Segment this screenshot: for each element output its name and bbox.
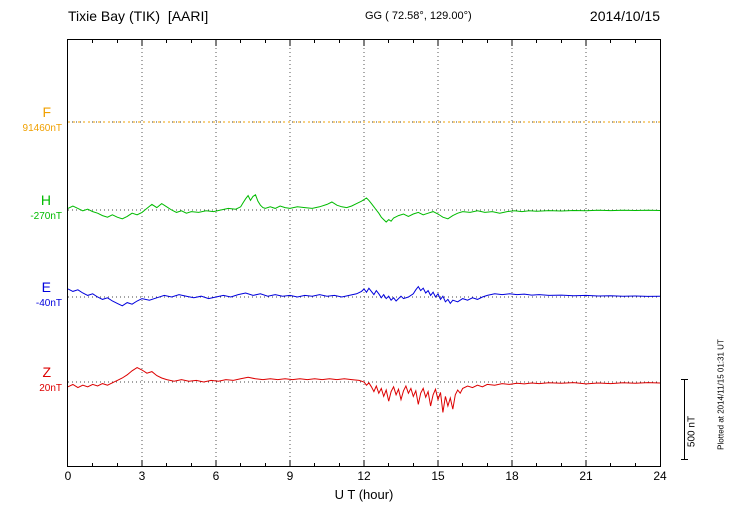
x-tick-label-12: 12 bbox=[357, 469, 371, 483]
scale-bar-label: 500 nT bbox=[686, 415, 698, 448]
series-letter-H: H bbox=[40, 192, 51, 208]
scale-bar-cap-top bbox=[681, 379, 688, 380]
trace-Z bbox=[68, 367, 660, 413]
x-tick-label-18: 18 bbox=[505, 469, 519, 483]
magnetogram-plot bbox=[68, 40, 660, 466]
x-tick-label-6: 6 bbox=[212, 469, 220, 483]
x-tick-label-9: 9 bbox=[286, 469, 294, 483]
x-tick-label-15: 15 bbox=[431, 469, 445, 483]
plot-date: 2014/10/15 bbox=[589, 8, 660, 24]
scale-bar-cap-bottom bbox=[681, 459, 688, 460]
series-letter-F: F bbox=[42, 104, 51, 120]
trace-H bbox=[68, 194, 660, 223]
x-tick-label-0: 0 bbox=[64, 469, 72, 483]
trace-E bbox=[68, 285, 660, 307]
series-label-F: F 91460nT bbox=[0, 104, 62, 135]
x-axis-title: U T (hour) bbox=[334, 487, 394, 502]
scale-bar-line bbox=[684, 379, 685, 460]
series-letter-E: E bbox=[41, 279, 51, 295]
x-axis-tick-labels: 0 3 6 9 12 15 18 21 24 bbox=[64, 469, 667, 483]
series-letter-Z: Z bbox=[42, 364, 51, 380]
plot-frame bbox=[67, 39, 661, 467]
x-tick-label-3: 3 bbox=[138, 469, 146, 483]
geographic-coords: GG ( 72.58°, 129.00°) bbox=[365, 10, 472, 22]
station-title: Tixie Bay (TIK) [AARI] bbox=[68, 8, 209, 24]
series-baseline-Z: 20nT bbox=[39, 383, 62, 394]
series-label-E: E -40nT bbox=[0, 279, 62, 310]
series-baseline-E: -40nT bbox=[35, 298, 62, 309]
series-label-Z: Z 20nT bbox=[0, 364, 62, 395]
x-tick-label-24: 24 bbox=[653, 469, 667, 483]
series-baseline-F: 91460nT bbox=[22, 123, 62, 134]
series-label-H: H -270nT bbox=[0, 192, 62, 223]
x-tick-label-21: 21 bbox=[579, 469, 593, 483]
series-baseline-H: -270nT bbox=[30, 211, 62, 222]
plotted-at-note: Plotted at 2014/11/15 01:31 UT bbox=[716, 339, 726, 450]
